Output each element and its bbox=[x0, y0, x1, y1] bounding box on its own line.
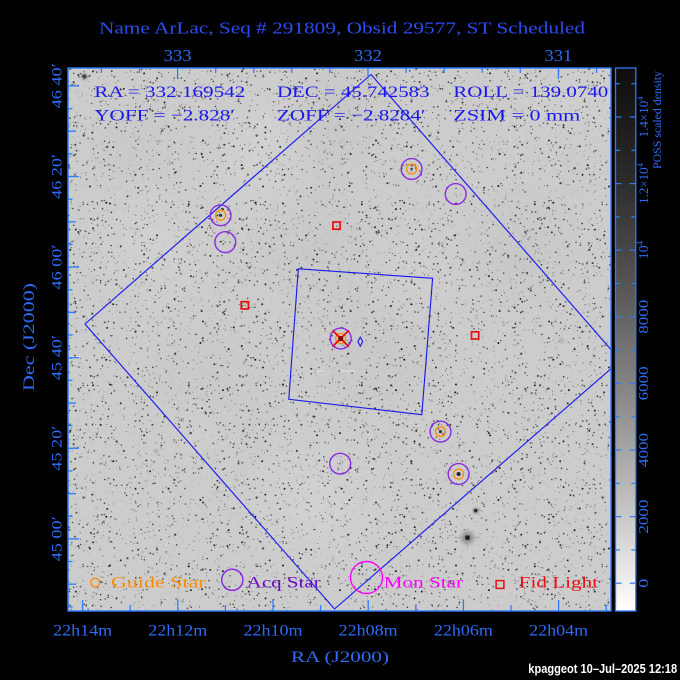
svg-text:332: 332 bbox=[354, 46, 382, 65]
svg-text:Fid Light: Fid Light bbox=[519, 575, 599, 592]
svg-text:46 40′: 46 40′ bbox=[50, 63, 66, 108]
svg-text:22h04m: 22h04m bbox=[529, 623, 589, 640]
svg-text:RA = 332.169542: RA = 332.169542 bbox=[94, 84, 245, 101]
svg-text:22h12m: 22h12m bbox=[148, 623, 208, 640]
svg-text:22h14m: 22h14m bbox=[53, 623, 113, 640]
svg-text:kpaggeot 10–Jul–2025 12:18: kpaggeot 10–Jul–2025 12:18 bbox=[528, 662, 677, 676]
svg-text:333: 333 bbox=[164, 46, 192, 65]
svg-text:ZSIM = 0 mm: ZSIM = 0 mm bbox=[453, 108, 581, 125]
svg-text:ZOFF = −2.8284′: ZOFF = −2.8284′ bbox=[277, 108, 426, 125]
svg-text:8000: 8000 bbox=[637, 300, 652, 334]
svg-text:Name ArLac, Seq # 291809, Obsi: Name ArLac, Seq # 291809, Obsid 29577, S… bbox=[99, 19, 586, 38]
svg-text:DEC = 45.742583: DEC = 45.742583 bbox=[277, 84, 430, 101]
svg-text:6000: 6000 bbox=[637, 366, 652, 400]
svg-text:0: 0 bbox=[637, 579, 652, 588]
svg-text:1.4×104: 1.4×104 bbox=[635, 96, 651, 138]
svg-text:Mon Star: Mon Star bbox=[384, 575, 464, 592]
svg-text:46 20′: 46 20′ bbox=[50, 154, 66, 199]
svg-text:331: 331 bbox=[544, 46, 572, 65]
svg-text:22h08m: 22h08m bbox=[339, 623, 399, 640]
svg-text:RA (J2000): RA (J2000) bbox=[291, 649, 389, 666]
svg-text:45 20′: 45 20′ bbox=[50, 426, 66, 471]
svg-text:Dec (J2000): Dec (J2000) bbox=[21, 283, 38, 391]
svg-text:45 00′: 45 00′ bbox=[50, 516, 66, 561]
svg-text:45 40′: 45 40′ bbox=[50, 335, 66, 380]
svg-text:4000: 4000 bbox=[637, 433, 652, 467]
svg-text:POSS scaled density: POSS scaled density bbox=[650, 71, 664, 169]
svg-text:2000: 2000 bbox=[637, 500, 652, 534]
svg-text:YOFF = −2.828′: YOFF = −2.828′ bbox=[94, 108, 235, 125]
svg-text:Acq Star: Acq Star bbox=[247, 575, 322, 592]
svg-text:1.2×104: 1.2×104 bbox=[635, 162, 651, 204]
svg-text:ROLL = 139.0740: ROLL = 139.0740 bbox=[453, 84, 608, 101]
svg-text:Guide Star: Guide Star bbox=[111, 575, 207, 592]
svg-text:22h06m: 22h06m bbox=[434, 623, 494, 640]
svg-text:46 00′: 46 00′ bbox=[50, 245, 66, 290]
svg-text:22h10m: 22h10m bbox=[244, 623, 304, 640]
